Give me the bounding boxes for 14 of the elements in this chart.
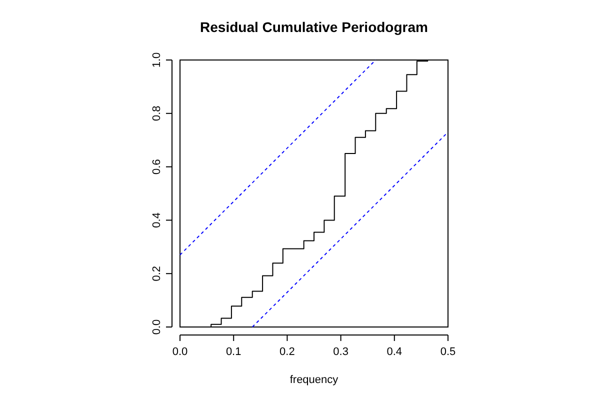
chart-title: Residual Cumulative Periodogram: [200, 19, 428, 35]
x-tick-label: 0.3: [333, 346, 348, 358]
y-tick-label: 0.6: [151, 159, 163, 174]
x-tick-label: 0.5: [440, 346, 456, 358]
y-tick-label: 0.0: [151, 319, 163, 335]
y-tick-label: 0.2: [151, 266, 163, 282]
x-tick-label: 0.1: [226, 346, 242, 358]
y-tick-label: 1.0: [151, 52, 163, 68]
x-tick-label: 0.2: [280, 346, 295, 358]
y-tick-label: 0.8: [151, 106, 163, 122]
x-axis-title: frequency: [290, 374, 339, 386]
x-tick-label: 0.0: [172, 346, 188, 358]
x-tick-label: 0.4: [386, 346, 402, 358]
y-tick-label: 0.4: [151, 212, 163, 228]
